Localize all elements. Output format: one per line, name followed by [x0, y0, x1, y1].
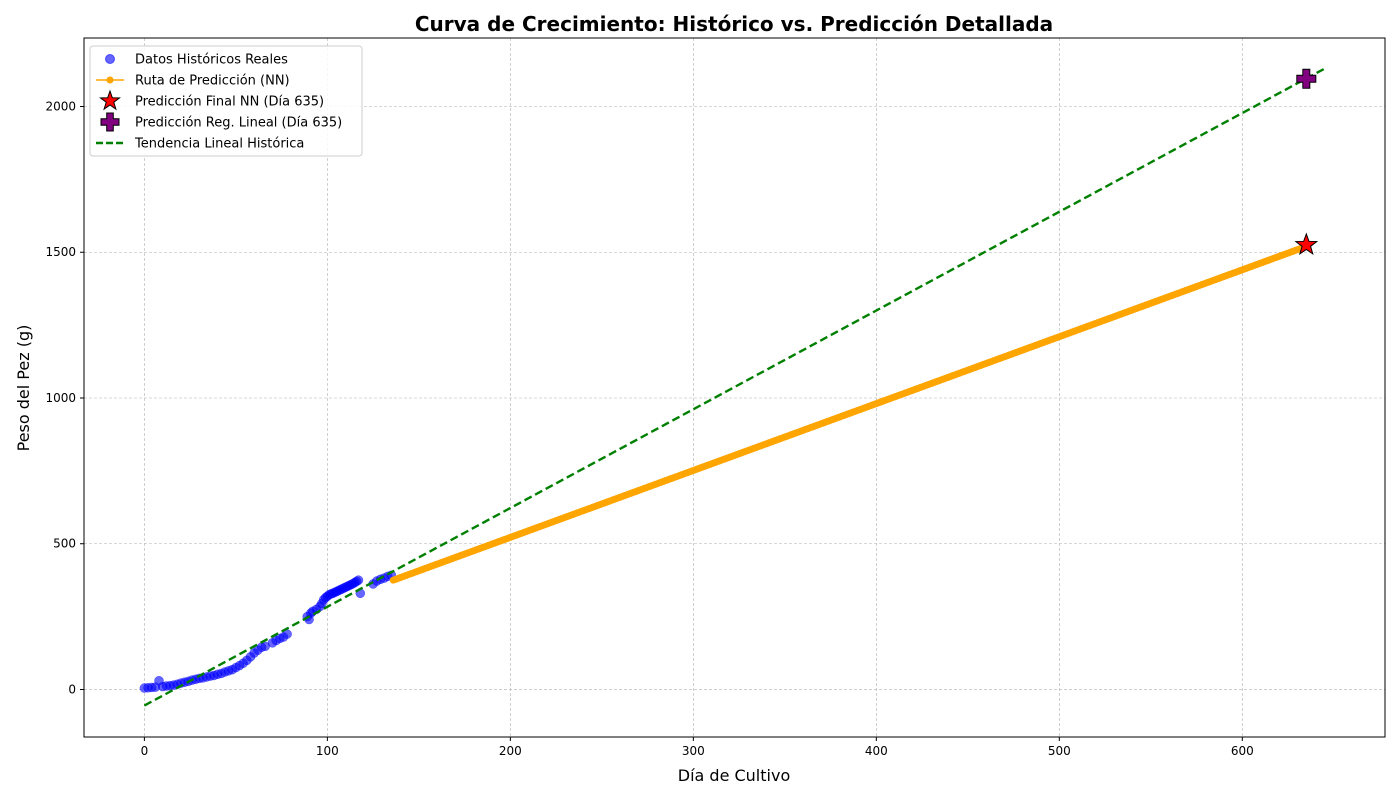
final-linear-plus-marker — [1296, 68, 1317, 89]
axes: 0 100 200 300 400 500 600 0 500 1000 1500 2000 — [45, 100, 1253, 758]
legend-star-swatch — [99, 89, 121, 111]
legend-label-historical: Datos Históricos Reales — [135, 53, 288, 68]
y-axis-label: Peso del Pez (g) — [14, 325, 33, 452]
legend-label-prediction: Ruta de Predicción (NN) — [135, 74, 290, 89]
y-tick-label: 0 — [68, 682, 76, 696]
x-tick-label: 100 — [316, 744, 339, 758]
final-nn-star-marker — [1294, 232, 1319, 256]
legend-historical-swatch — [105, 54, 115, 64]
x-tick-label: 300 — [682, 744, 705, 758]
plot-area — [139, 67, 1326, 707]
legend-box — [89, 45, 363, 157]
y-tick-label: 1000 — [45, 391, 76, 405]
chart-title: Curva de Crecimiento: Histórico vs. Pred… — [415, 12, 1053, 36]
x-axis-label: Día de Cultivo — [678, 766, 790, 785]
legend-label-final-linear: Predicción Reg. Lineal (Día 635) — [135, 116, 342, 131]
legend-label-trend: Tendencia Lineal Histórica — [134, 137, 304, 152]
x-tick-label: 600 — [1231, 744, 1254, 758]
legend: Datos Históricos Reales Ruta de Predicció… — [89, 45, 363, 157]
y-tick-label: 2000 — [45, 100, 76, 114]
y-tick-label: 1500 — [45, 245, 76, 259]
x-tick-label: 500 — [1048, 744, 1071, 758]
legend-prediction-swatch-dot — [106, 76, 114, 84]
x-tick-label: 0 — [141, 744, 149, 758]
historical-point — [353, 575, 364, 585]
y-tick-label: 500 — [53, 537, 76, 551]
legend-plus-swatch — [100, 112, 120, 132]
trend-line — [143, 67, 1326, 707]
x-tick-label: 200 — [499, 744, 522, 758]
legend-label-final-nn: Predicción Final NN (Día 635) — [135, 95, 324, 110]
x-tick-label: 400 — [865, 744, 888, 758]
plot-frame — [83, 37, 1386, 738]
